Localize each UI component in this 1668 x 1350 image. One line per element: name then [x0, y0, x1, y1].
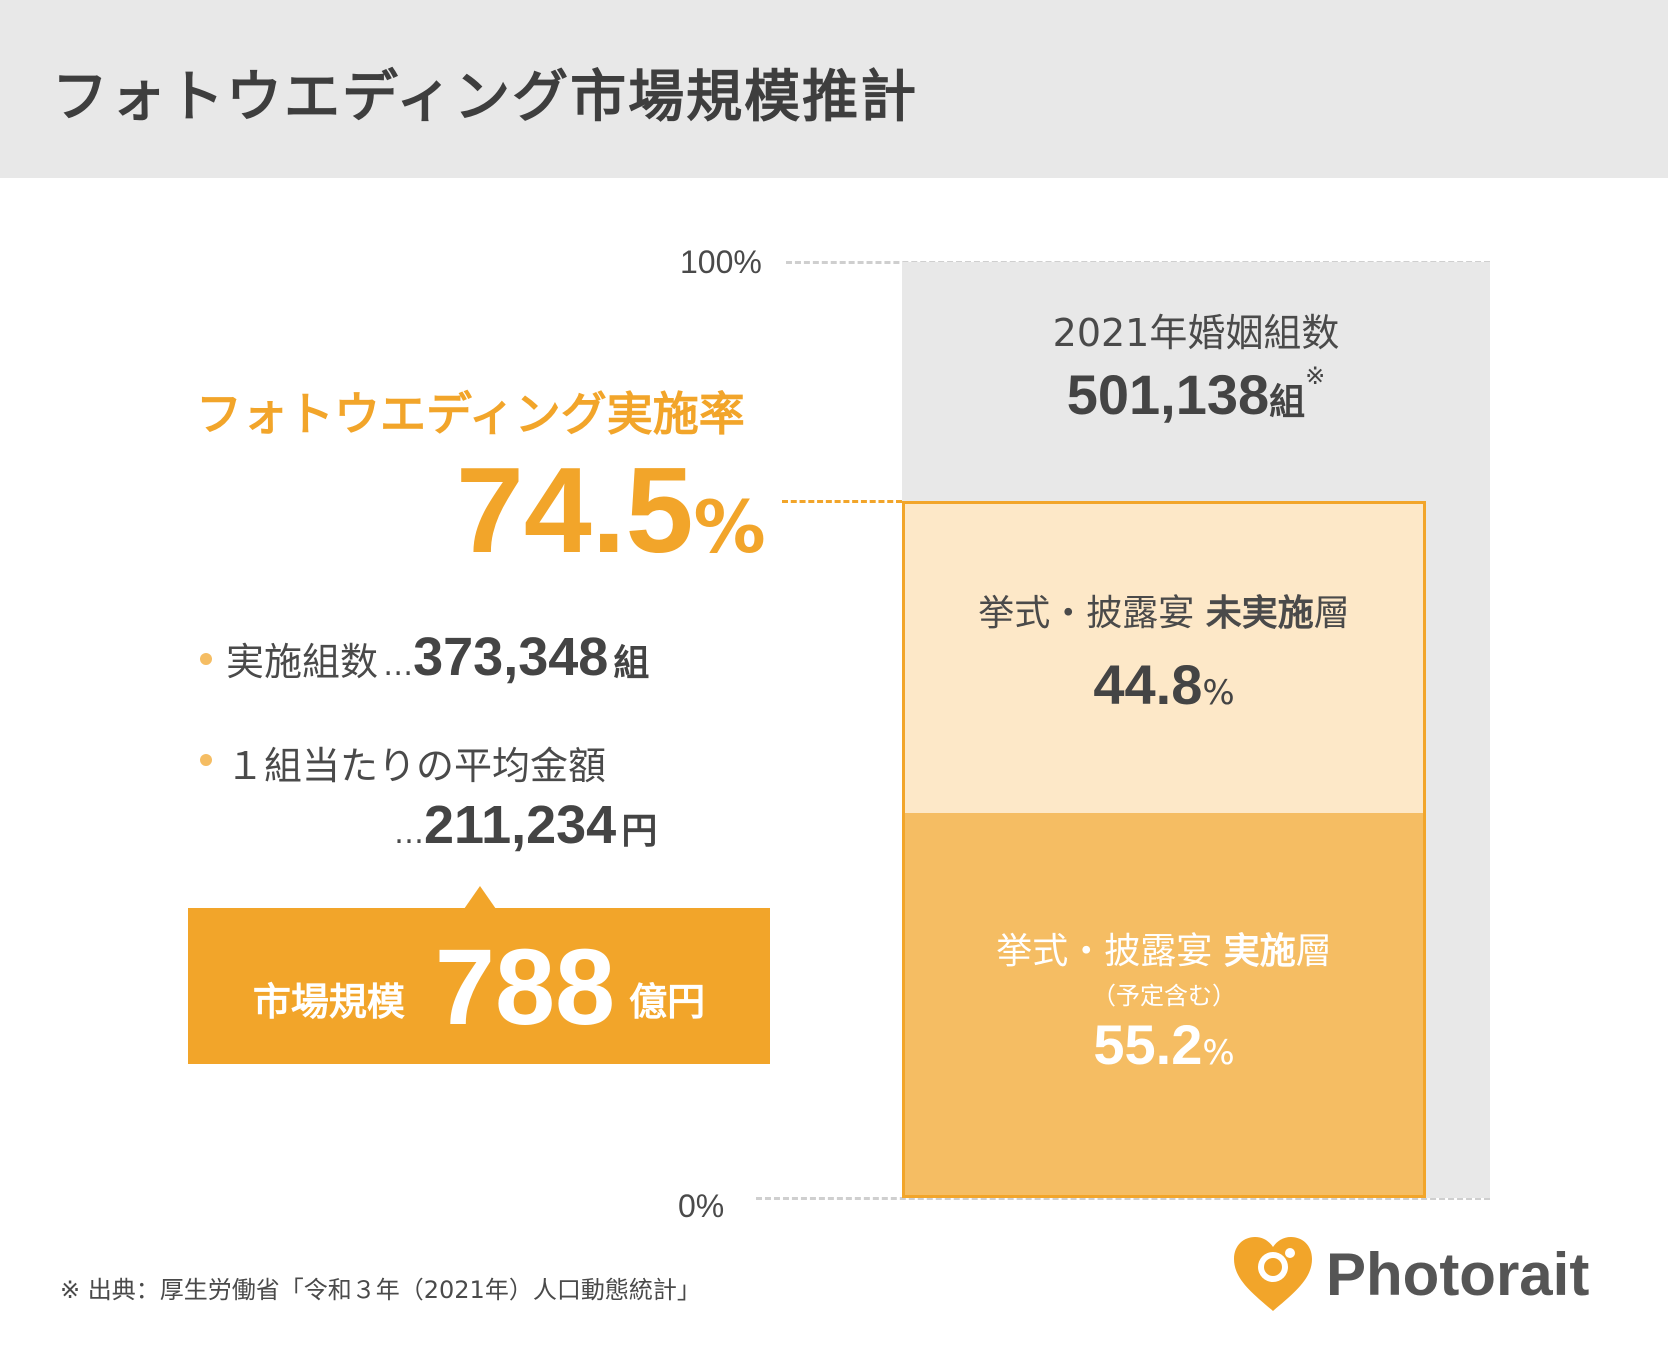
seg-bottom-unit: % — [1202, 1033, 1235, 1073]
average-unit: 円 — [621, 811, 658, 852]
market-value: 788 — [434, 925, 616, 1047]
rate-value-label: 74.5% — [456, 440, 766, 580]
couples-dots: … — [383, 648, 414, 683]
market-size-box — [188, 908, 770, 1064]
couples-unit: 組 — [613, 643, 650, 684]
total-note-mark: ※ — [1305, 362, 1326, 390]
seg-top-value: 44.8 — [1093, 653, 1203, 716]
seg-top-bold: 未実施 — [1205, 593, 1314, 634]
brand-logo: Photorait — [1326, 1241, 1590, 1308]
segment-value-implemented: 55.2% — [902, 1012, 1426, 1077]
rate-guide-line — [782, 499, 902, 503]
market-label: 市場規模 — [252, 979, 405, 1024]
average-label: １組当たりの平均金額 — [226, 744, 607, 788]
bullet-couples — [200, 653, 212, 665]
segment-value-unimplemented: 44.8% — [902, 652, 1426, 717]
total-value: 501,138 — [1066, 363, 1270, 426]
header-bar: フォトウエディング市場規模推計 — [0, 0, 1668, 178]
stat-couples: 実施組数 …373,348 組 — [226, 626, 649, 688]
segment-sublabel-implemented: （予定含む） — [1092, 982, 1236, 1010]
source-footnote: ※ 出典：厚生労働省「令和３年（2021年）人口動態統計」 — [60, 1276, 701, 1304]
seg-bottom-suffix: 層 — [1295, 931, 1332, 972]
seg-bottom-prefix: 挙式・披露宴 — [996, 931, 1213, 972]
couples-value: 373,348 — [413, 627, 609, 687]
seg-top-unit: % — [1202, 673, 1235, 713]
average-label-line: １組当たりの平均金額 — [226, 735, 606, 790]
bar-segment-unimplemented — [902, 500, 1426, 814]
bullet-average — [200, 754, 212, 766]
total-unit: 組 — [1269, 382, 1306, 423]
average-dots: … — [394, 816, 424, 851]
market-size: 市場規模 788 億円 — [188, 908, 770, 1064]
segment-label-implemented: 挙式・披露宴 実施層 — [902, 922, 1426, 974]
total-value-label: 501,138組※ — [902, 362, 1490, 427]
rate-title: フォトウエディング実施率 — [196, 387, 745, 441]
stat-average: …211,234 円 — [394, 794, 657, 856]
couples-label: 実施組数 — [226, 640, 379, 684]
heart-camera-icon — [1234, 1237, 1312, 1311]
total-caption: 2021年婚姻組数 — [1052, 311, 1340, 355]
page-title: フォトウエディング市場規模推計 — [52, 65, 919, 130]
seg-top-prefix: 挙式・披露宴 — [978, 593, 1195, 634]
seg-top-suffix: 層 — [1313, 593, 1350, 634]
seg-bottom-bold: 実施 — [1223, 931, 1296, 972]
rate-value: 74.5 — [456, 442, 694, 578]
y-tick-100: 100% — [680, 244, 762, 280]
bar-segment-implemented — [902, 813, 1426, 1198]
average-value: 211,234 — [424, 795, 617, 855]
y-tick-0: 0% — [678, 1188, 725, 1224]
gridline-0 — [756, 1197, 1490, 1200]
seg-bottom-value: 55.2 — [1093, 1013, 1203, 1076]
market-pointer — [464, 886, 496, 909]
rate-unit: % — [693, 485, 766, 569]
segment-label-unimplemented: 挙式・披露宴 未実施層 — [902, 584, 1426, 636]
market-unit: 億円 — [629, 979, 706, 1024]
